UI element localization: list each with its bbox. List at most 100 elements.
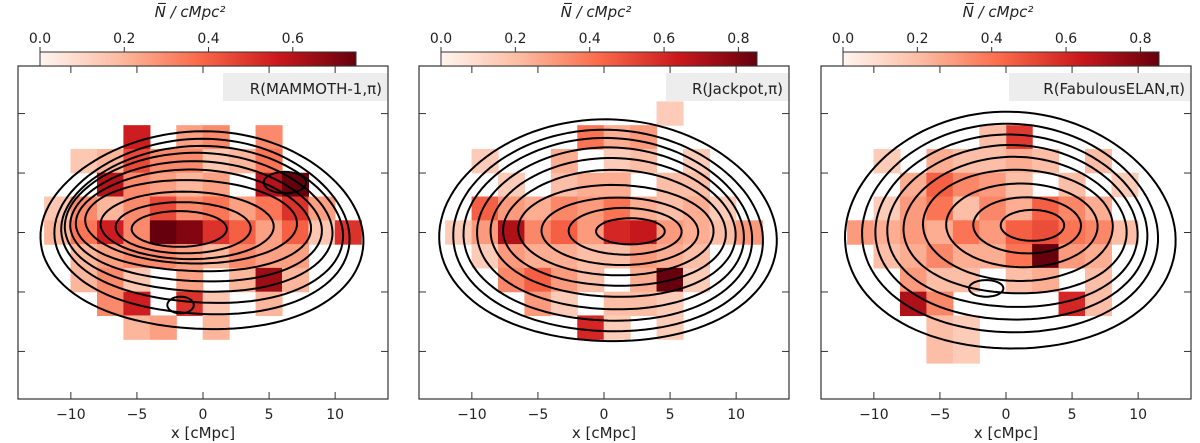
heatmap-cell bbox=[979, 148, 1007, 174]
heatmap-cell bbox=[926, 196, 954, 221]
heatmap-cell bbox=[44, 220, 72, 245]
contour-line bbox=[476, 146, 745, 311]
colorbar: N̅ / cMpc² 0.0 0.2 0.4 0.6 0.8 bbox=[430, 2, 758, 67]
contour-line bbox=[861, 122, 1159, 334]
heatmap-cell bbox=[202, 315, 230, 340]
contour-line bbox=[69, 160, 323, 283]
colorbar-symbol: N̅ / cMpc² bbox=[963, 2, 1034, 21]
x-tick-label: 10 bbox=[1129, 407, 1147, 423]
heatmap-cell bbox=[656, 101, 684, 126]
annotation-text: R(Jackpot,π) bbox=[692, 80, 783, 98]
axis-ticks bbox=[821, 66, 1191, 399]
heatmap-cell bbox=[471, 220, 499, 245]
colorbar-ticks: 0.0 0.2 0.4 0.6 bbox=[29, 31, 304, 52]
colorbar: N̅ / cMpc² 0.0 0.2 0.4 0.6 bbox=[29, 2, 357, 67]
colorbar-tick-label: 0.0 bbox=[430, 31, 452, 47]
x-tick-label: 0 bbox=[600, 407, 609, 423]
panel-2: R(Jackpot,π) −10 −5 0 5 10 x [cMpc] N̅ / cMp… bbox=[418, 2, 790, 442]
panel-3: R(FabulousELAN,π) −10 −5 0 5 10 x [cMpc] N̅ … bbox=[820, 2, 1192, 442]
heatmap-cells bbox=[44, 125, 362, 340]
heatmap-cell bbox=[1005, 244, 1033, 269]
x-tick-label: 5 bbox=[265, 407, 274, 423]
contour-line bbox=[540, 196, 700, 266]
density-contours bbox=[438, 118, 778, 343]
colorbar-tick-label: 0.4 bbox=[197, 31, 219, 47]
contour-line bbox=[39, 130, 365, 331]
x-tick-labels: −10 −5 0 5 10 bbox=[859, 407, 1147, 423]
colorbar-tick-label: 0.2 bbox=[906, 31, 928, 47]
heatmap-cell bbox=[952, 172, 980, 198]
x-tick-label: −5 bbox=[528, 407, 549, 423]
contour-line bbox=[114, 201, 252, 255]
contour-line bbox=[567, 206, 683, 256]
colorbar-title: N̅ / cMpc² bbox=[561, 2, 632, 21]
contour-line bbox=[968, 279, 1005, 298]
colorbar-tick-label: 0.6 bbox=[282, 31, 304, 47]
contour-line bbox=[922, 168, 1114, 282]
colorbar-tick-label: 0.6 bbox=[1055, 31, 1077, 47]
colorbar-tick-label: 0.2 bbox=[113, 31, 135, 47]
heatmap-cell bbox=[603, 291, 631, 317]
density-contours bbox=[843, 110, 1177, 350]
colorbar-symbol: N̅ / cMpc² bbox=[155, 2, 226, 21]
contour-line bbox=[972, 196, 1083, 255]
heatmap-cell bbox=[1005, 196, 1033, 221]
heatmap-cell bbox=[550, 196, 578, 221]
x-tick-label: −10 bbox=[859, 407, 889, 423]
colorbar-symbol: N̅ / cMpc² bbox=[561, 2, 632, 21]
colorbar-gradient bbox=[39, 51, 357, 67]
annotation-text: R(MAMMOTH-1,π) bbox=[250, 80, 382, 98]
heatmap-cell bbox=[1111, 172, 1139, 198]
colorbar-tick-label: 0.0 bbox=[832, 31, 854, 47]
annotation-background bbox=[666, 73, 789, 101]
contour-line bbox=[489, 157, 737, 298]
axis-ticks bbox=[18, 66, 388, 399]
contour-line bbox=[438, 118, 778, 343]
heatmap-cell bbox=[497, 244, 526, 269]
colorbar-tick-label: 0.2 bbox=[504, 31, 526, 47]
x-tick-label: 5 bbox=[666, 407, 675, 423]
heatmap-cell bbox=[176, 172, 204, 198]
annotation-box: R(FabulousELAN,π) bbox=[1009, 73, 1191, 101]
heatmap-cell bbox=[1084, 220, 1113, 245]
contour-line bbox=[63, 151, 334, 293]
x-axis-label: x [cMpc] bbox=[572, 424, 636, 442]
contour-line bbox=[517, 183, 715, 277]
colorbar-tick-label: 0.6 bbox=[653, 31, 675, 47]
x-tick-label: −5 bbox=[127, 407, 148, 423]
heatmap-cell bbox=[149, 220, 177, 245]
x-axis-label: x [cMpc] bbox=[974, 424, 1038, 442]
colorbar-title: N̅ / cMpc² bbox=[155, 2, 226, 21]
colorbar-tick-label: 0.4 bbox=[981, 31, 1003, 47]
contour-line bbox=[843, 110, 1177, 350]
contour-line bbox=[462, 136, 754, 322]
heatmap-cell bbox=[176, 196, 204, 221]
colorbar-tick-label: 0.8 bbox=[1129, 31, 1151, 47]
heatmap-cell bbox=[682, 267, 711, 293]
x-tick-label: 5 bbox=[1068, 407, 1077, 423]
heatmap-cell bbox=[524, 220, 552, 245]
colorbar-gradient bbox=[842, 51, 1160, 67]
heatmap-cell bbox=[176, 220, 204, 245]
heatmap-cell bbox=[497, 267, 526, 293]
x-tick-label: 0 bbox=[199, 407, 208, 423]
contour-line bbox=[452, 128, 764, 333]
x-tick-label: 0 bbox=[1002, 407, 1011, 423]
x-tick-label: 10 bbox=[326, 407, 344, 423]
x-tick-label: −5 bbox=[930, 407, 951, 423]
heatmap-cell bbox=[630, 125, 658, 150]
colorbar-tick-label: 0.4 bbox=[579, 31, 601, 47]
annotation-box: R(Jackpot,π) bbox=[666, 73, 789, 101]
contour-line bbox=[886, 144, 1139, 308]
colorbar-title: N̅ / cMpc² bbox=[963, 2, 1034, 21]
contour-line bbox=[502, 168, 727, 287]
heatmap-cell bbox=[1005, 172, 1033, 198]
heatmap-cell bbox=[899, 267, 928, 293]
heatmap-cell bbox=[255, 220, 283, 245]
contour-line bbox=[53, 137, 351, 316]
axis-ticks bbox=[419, 66, 789, 399]
heatmap-cell bbox=[149, 148, 177, 174]
contour-line bbox=[84, 179, 299, 265]
heatmap-cell bbox=[603, 315, 631, 340]
